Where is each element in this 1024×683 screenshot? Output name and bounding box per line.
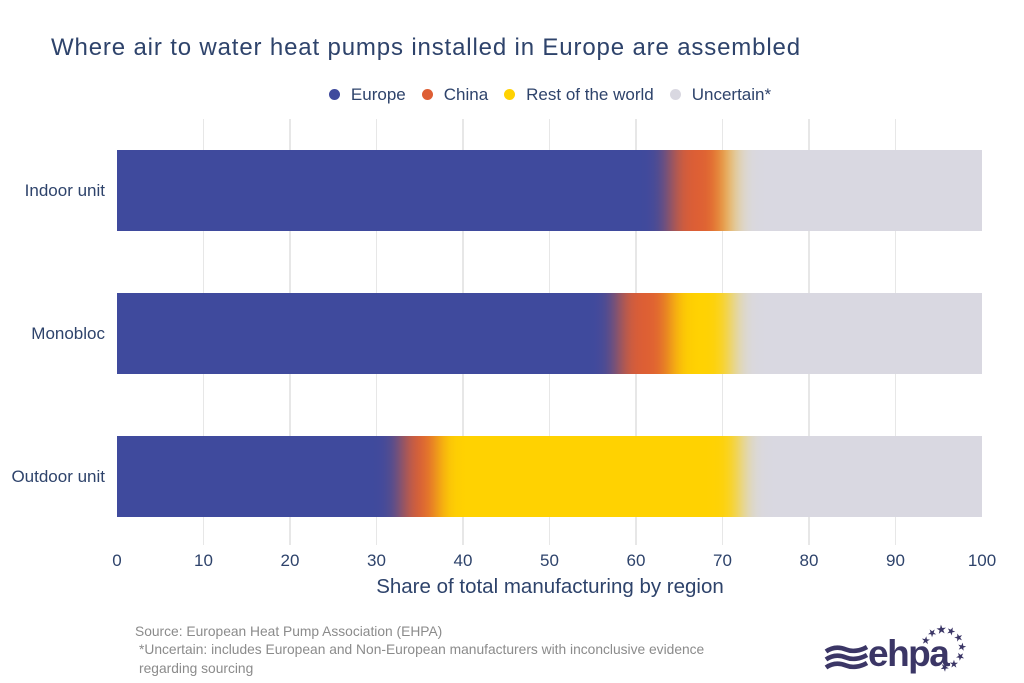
x-tick-label: 20 bbox=[280, 551, 300, 570]
uncertain-note-line2: regarding sourcing bbox=[139, 660, 254, 676]
legend-dot-icon bbox=[504, 89, 516, 100]
x-tick-label: 100 bbox=[967, 551, 997, 570]
x-tick-label: 10 bbox=[194, 551, 213, 570]
logo-text: ehpa bbox=[868, 633, 950, 674]
x-tick-label: 80 bbox=[799, 551, 819, 570]
legend-item: Rest of the world bbox=[504, 86, 654, 103]
category-label: Indoor unit bbox=[24, 180, 105, 200]
legend-label: China bbox=[443, 85, 489, 104]
legend-label: Uncertain* bbox=[691, 85, 772, 104]
legend-item: Europe bbox=[328, 85, 406, 104]
legend-dot-icon bbox=[421, 89, 433, 100]
legend-label: Rest of the world bbox=[526, 85, 654, 104]
legend-label: Europe bbox=[350, 85, 406, 104]
logo-stars-icon bbox=[921, 624, 967, 672]
x-tick-label: 0 bbox=[112, 551, 122, 570]
source-line: Source: European Heat Pump Association (… bbox=[135, 624, 443, 639]
logo-waves-icon bbox=[824, 644, 869, 670]
legend-item: Uncertain* bbox=[669, 85, 772, 104]
legend: Europe China Rest of the world Uncertain* bbox=[117, 86, 983, 103]
ehpa-logo: ehpa bbox=[820, 613, 990, 683]
x-tick-label: 40 bbox=[453, 551, 473, 570]
category-label: Outdoor unit bbox=[11, 466, 105, 486]
bar-outdoor-unit bbox=[117, 436, 982, 517]
legend-dot-icon bbox=[669, 89, 681, 100]
category-label: Monobloc bbox=[31, 323, 105, 343]
legend-item: China bbox=[421, 85, 489, 104]
bar-indoor-unit bbox=[117, 150, 982, 231]
legend-dot-icon bbox=[328, 89, 340, 100]
x-tick-label: 70 bbox=[713, 551, 732, 570]
chart-title: Where air to water heat pumps installed … bbox=[51, 34, 801, 61]
x-tick-label: 30 bbox=[367, 551, 386, 570]
x-axis-title: Share of total manufacturing by region bbox=[376, 575, 724, 598]
bar-monobloc bbox=[117, 293, 982, 374]
plot-area bbox=[117, 119, 982, 545]
x-tick-label: 50 bbox=[540, 551, 559, 570]
uncertain-note-line1: *Uncertain: includes European and Non-Eu… bbox=[139, 642, 705, 658]
x-tick-label: 60 bbox=[626, 551, 646, 570]
source-note: Source: European Heat Pump Association (… bbox=[135, 623, 704, 678]
x-tick-label: 90 bbox=[886, 551, 905, 570]
